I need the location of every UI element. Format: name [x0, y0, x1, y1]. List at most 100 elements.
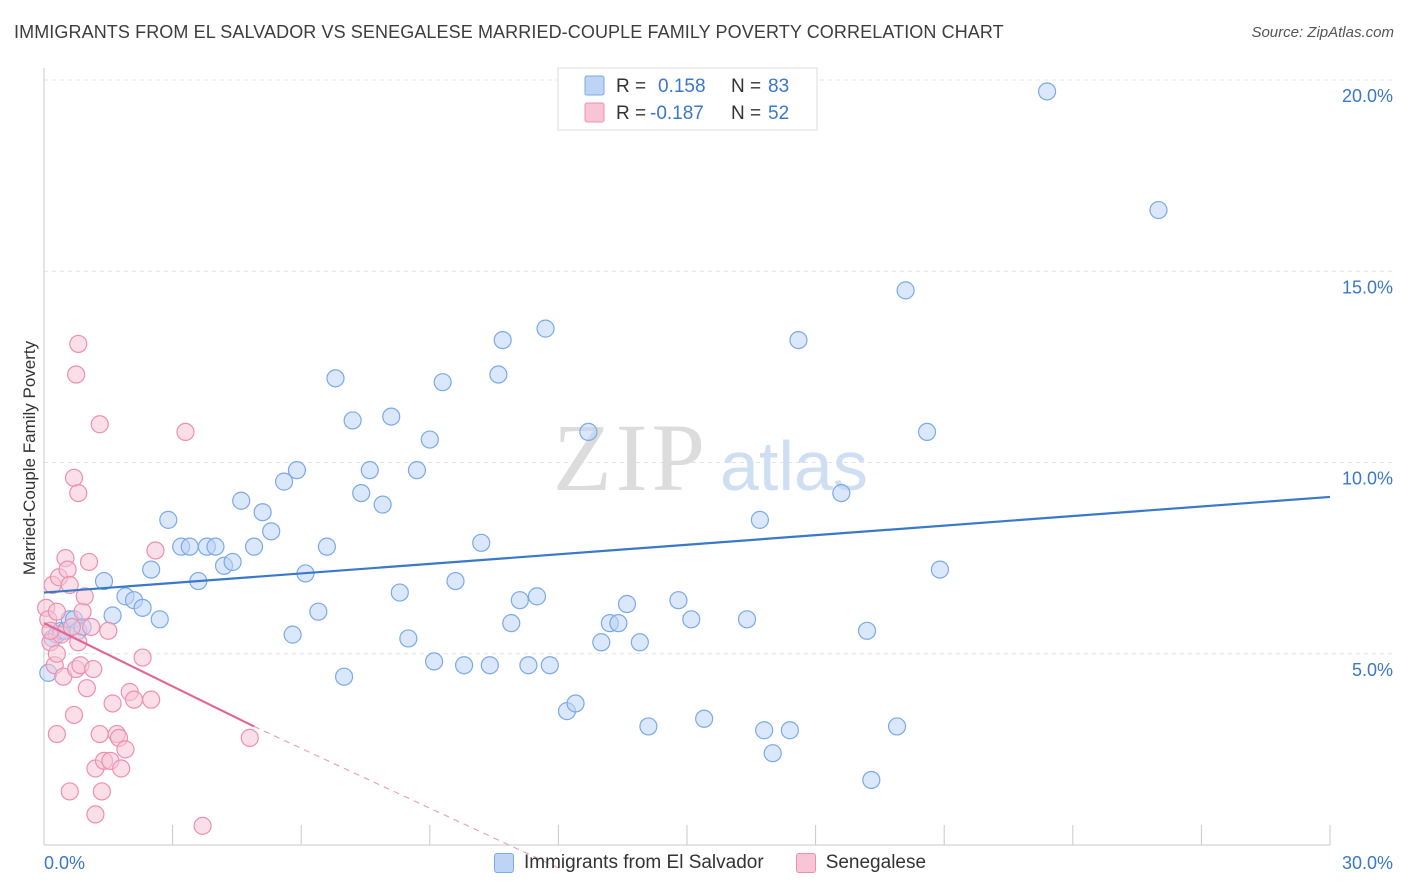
senegalese-point-22 [84, 659, 103, 679]
tick-labels: 5.0% 10.0% 15.0% 20.0% 0.0% 30.0% [44, 86, 1393, 873]
senegalese-point-11 [60, 575, 79, 595]
el-salvador-point-60 [566, 694, 585, 713]
el-salvador-point-84 [1149, 200, 1168, 220]
el-salvador-point-73 [755, 721, 774, 740]
senegalese-point-29 [103, 694, 122, 713]
el-salvador-point-54 [510, 591, 529, 610]
el-salvador-point-76 [789, 331, 808, 350]
trend-lines [43, 495, 1331, 869]
el-salvador-point-80 [896, 281, 915, 300]
legend-n-value-1: 83 [768, 76, 789, 97]
el-salvador-point-79 [887, 717, 907, 736]
el-salvador-point-33 [317, 537, 337, 556]
el-salvador-point-69 [682, 610, 701, 629]
senegalese-point-32 [112, 759, 131, 778]
x-tick-label-1: 30.0% [1342, 853, 1393, 873]
el-salvador-point-47 [446, 571, 465, 591]
el-salvador-point-48 [454, 656, 474, 675]
el-salvador-point-81 [917, 422, 937, 441]
el-salvador-point-51 [489, 365, 508, 384]
el-salvador-point-16 [159, 510, 178, 529]
y-axis-label: Married-Couple Family Poverty [20, 340, 39, 575]
el-salvador-point-72 [750, 510, 769, 529]
el-salvador-point-43 [407, 461, 427, 480]
el-salvador-point-65 [617, 594, 637, 614]
legend-n-label-2: N = [731, 103, 761, 124]
senegalese-point-35 [86, 805, 105, 824]
el-salvador-point-82 [930, 560, 950, 579]
el-salvador-point-64 [609, 614, 628, 633]
el-salvador-point-36 [343, 411, 362, 430]
el-salvador-point-24 [232, 491, 251, 510]
watermark-zip: ZIP [553, 404, 709, 511]
el-salvador-point-46 [433, 373, 452, 392]
el-salvador-point-56 [527, 587, 547, 606]
senegalese-point-20 [79, 552, 99, 572]
y-tick-label-3: 20.0% [1342, 86, 1393, 106]
watermark: ZIP atlas [553, 404, 868, 511]
legend-r-label-2: R = [616, 103, 646, 124]
senegalese-point-44 [133, 648, 152, 667]
senegalese-point-45 [142, 690, 161, 709]
legend-r-label-1: R = [616, 76, 646, 97]
legend-swatch-bottom-el-salvador [494, 853, 514, 873]
senegalese-point-12 [62, 617, 81, 637]
senegalese-trend-line-extension [253, 725, 559, 869]
senegalese-point-18 [75, 587, 94, 606]
el-salvador-trend-line [43, 495, 1331, 594]
grid-lines [44, 79, 1392, 655]
y-tick-label-0: 5.0% [1352, 660, 1393, 680]
el-salvador-point-32 [309, 602, 328, 621]
el-salvador-point-30 [287, 461, 307, 480]
el-salvador-point-9 [94, 571, 114, 591]
legend-item-el-salvador: Immigrants from El Salvador [494, 852, 764, 874]
senegalese-point-38 [69, 484, 88, 503]
senegalese-point-36 [47, 724, 66, 744]
y-tick-label-1: 10.0% [1342, 469, 1393, 489]
legend-r-value-1: 0.158 [658, 76, 706, 97]
senegalese-point-19 [77, 679, 96, 698]
el-salvador-point-13 [133, 598, 152, 617]
chart-title: IMMIGRANTS FROM EL SALVADOR VS SENEGALES… [14, 22, 1004, 42]
legend-n-label-1: N = [731, 76, 761, 97]
senegalese-point-10 [58, 560, 77, 579]
el-salvador-point-23 [223, 552, 242, 572]
senegalese-point-49 [193, 816, 212, 835]
el-salvador-point-67 [639, 717, 658, 736]
el-salvador-point-29 [283, 625, 302, 644]
el-salvador-point-18 [180, 537, 199, 556]
senegalese-point-50 [47, 602, 66, 621]
el-salvador-point-45 [424, 652, 444, 671]
senegalese-point-17 [73, 602, 92, 621]
el-salvador-point-44 [420, 430, 439, 449]
legend-top: R = 0.158 N = 83 R = -0.187 N = 52 [557, 67, 818, 131]
legend-r-value-2: -0.187 [650, 103, 704, 124]
senegalese-point-27 [99, 621, 118, 640]
el-salvador-point-40 [382, 407, 401, 426]
legend-swatch-senegalese [584, 102, 605, 123]
el-salvador-point-55 [519, 656, 538, 675]
el-salvador-point-58 [540, 656, 559, 675]
legend-item-senegalese: Senegalese [795, 852, 927, 874]
axes [43, 68, 1331, 846]
senegalese-point-24 [90, 724, 109, 744]
el-salvador-point-21 [206, 537, 225, 556]
el-salvador-point-70 [695, 709, 714, 728]
senegalese-trend-line [43, 622, 255, 728]
el-salvador-point-68 [669, 591, 688, 610]
el-salvador-point-37 [352, 484, 371, 503]
el-salvador-point-14 [142, 560, 161, 579]
legend-swatch-bottom-senegalese [795, 853, 816, 873]
el-salvador-point-49 [472, 533, 491, 552]
data-points [37, 82, 1168, 835]
el-salvador-point-28 [274, 472, 294, 491]
legend-label-el-salvador: Immigrants from El Salvador [524, 852, 764, 873]
el-salvador-point-39 [373, 495, 392, 514]
el-salvador-point-15 [150, 610, 169, 629]
el-salvador-point-38 [360, 461, 379, 480]
senegalese-point-47 [176, 422, 195, 441]
senegalese-point-34 [60, 782, 79, 801]
legend-label-senegalese: Senegalese [825, 852, 927, 873]
el-salvador-point-42 [399, 629, 418, 648]
senegalese-point-39 [67, 365, 86, 384]
